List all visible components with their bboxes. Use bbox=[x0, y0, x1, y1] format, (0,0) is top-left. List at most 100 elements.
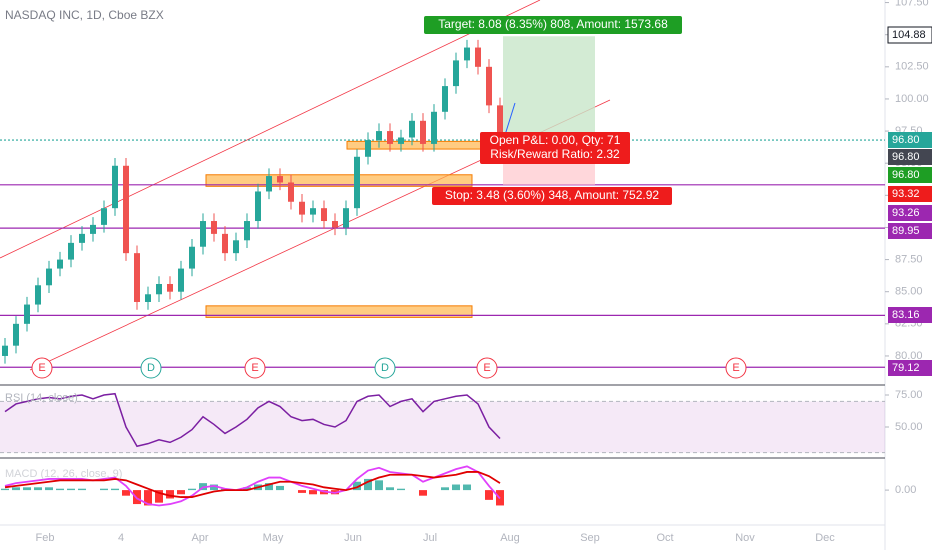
macd-bar bbox=[56, 488, 64, 491]
macd-bar bbox=[364, 478, 372, 491]
candle-body bbox=[35, 285, 41, 305]
candle-body bbox=[90, 224, 96, 234]
candle-body bbox=[134, 253, 140, 302]
price-badge bbox=[888, 307, 932, 323]
macd-bar bbox=[309, 490, 317, 495]
x-tick-label: 4 bbox=[118, 532, 124, 544]
candle-body bbox=[299, 201, 305, 215]
candle-body bbox=[365, 140, 371, 157]
candle-body bbox=[321, 208, 327, 222]
x-tick-label: Feb bbox=[36, 532, 55, 544]
candle-body bbox=[189, 246, 195, 269]
macd-bar bbox=[155, 490, 163, 503]
candle-body bbox=[398, 137, 404, 144]
macd-bar bbox=[463, 484, 471, 491]
candle-body bbox=[123, 165, 129, 254]
event-marker bbox=[140, 357, 162, 379]
event-marker bbox=[244, 357, 266, 379]
candle-body bbox=[497, 105, 503, 141]
candle-body bbox=[222, 233, 228, 254]
macd-bar bbox=[188, 488, 196, 491]
x-tick-label: Oct bbox=[656, 532, 673, 544]
candle-body bbox=[167, 283, 173, 292]
target-zone bbox=[503, 36, 595, 141]
candle-body bbox=[13, 323, 19, 346]
x-tick-label: May bbox=[263, 532, 284, 544]
event-label: E bbox=[38, 362, 45, 374]
macd-bar bbox=[166, 490, 174, 499]
zone bbox=[205, 305, 473, 318]
candle-body bbox=[79, 233, 85, 243]
price-badge-label: 79.12 bbox=[892, 362, 920, 374]
candle-body bbox=[453, 60, 459, 87]
rsi-band bbox=[0, 401, 885, 453]
candle-body bbox=[376, 131, 382, 141]
macd-bar bbox=[243, 487, 251, 491]
macd-bar bbox=[419, 490, 427, 496]
price-badge-label: 83.16 bbox=[892, 309, 920, 321]
macd-bar bbox=[122, 490, 130, 496]
y-tick-label: 107.50 bbox=[895, 0, 929, 8]
candle-body bbox=[233, 240, 239, 254]
chart-title: NASDAQ INC, 1D, Cboe BZX bbox=[5, 8, 164, 22]
candle-body bbox=[354, 156, 360, 209]
channel-line bbox=[0, 0, 541, 259]
macd-bar bbox=[144, 490, 152, 506]
price-badge bbox=[888, 167, 932, 183]
price-badge bbox=[888, 132, 932, 148]
event-label: D bbox=[147, 362, 155, 374]
candle-body bbox=[486, 66, 492, 106]
macd-bar bbox=[78, 488, 86, 491]
macd-bar bbox=[12, 487, 20, 491]
y-tick-label: 80.00 bbox=[895, 350, 923, 362]
x-tick-label: Sep bbox=[580, 532, 600, 544]
position-label: Open P&L: 0.00, Qty: 71 bbox=[490, 133, 621, 147]
label-box bbox=[424, 16, 682, 34]
price-badge bbox=[888, 186, 932, 202]
macd-bar bbox=[45, 487, 53, 491]
macd-bar bbox=[265, 483, 273, 491]
price-badge bbox=[888, 205, 932, 221]
event-label: D bbox=[381, 362, 389, 374]
zone bbox=[205, 174, 473, 187]
x-tick-label: Jul bbox=[423, 532, 437, 544]
event-label: E bbox=[732, 362, 739, 374]
candle-body bbox=[24, 304, 30, 324]
x-tick-label: Apr bbox=[191, 532, 208, 544]
macd-bar bbox=[100, 488, 108, 491]
macd-bar bbox=[441, 487, 449, 491]
macd-bar bbox=[353, 481, 361, 491]
macd-bar bbox=[177, 490, 185, 495]
macd-bar bbox=[34, 487, 42, 491]
price-badge-label: 96.80 bbox=[892, 169, 920, 181]
candle-body bbox=[475, 47, 481, 67]
candle-body bbox=[200, 221, 206, 247]
candle-body bbox=[464, 47, 470, 61]
x-tick-label: Dec bbox=[815, 532, 835, 544]
y-tick-label: 87.50 bbox=[895, 253, 923, 265]
macd-bar bbox=[210, 484, 218, 491]
y-tick-label: 102.50 bbox=[895, 61, 929, 73]
candle-body bbox=[310, 208, 316, 215]
price-badge-label: 89.95 bbox=[892, 225, 920, 237]
y-tick-label: 85.00 bbox=[895, 286, 923, 298]
macd-bar bbox=[298, 490, 306, 493]
candle-body bbox=[409, 120, 415, 138]
y-tick-label: 50.00 bbox=[895, 421, 923, 433]
macd-bar bbox=[397, 488, 405, 491]
macd-bar bbox=[23, 487, 31, 491]
price-badge-label: 104.88 bbox=[892, 29, 926, 41]
label-box bbox=[480, 132, 630, 150]
y-tick-label: 100.00 bbox=[895, 93, 929, 105]
label-box bbox=[480, 146, 630, 164]
y-tick-label: 75.00 bbox=[895, 389, 923, 401]
candle-body bbox=[101, 208, 107, 225]
candle-body bbox=[332, 221, 338, 228]
macd-bar bbox=[1, 488, 9, 491]
pane-title: MACD (12, 26, close, 9) bbox=[5, 468, 122, 480]
candle-body bbox=[57, 259, 63, 269]
position-label: Target: 8.08 (8.35%) 808, Amount: 1573.6… bbox=[438, 17, 668, 31]
candle-body bbox=[343, 208, 349, 228]
event-label: E bbox=[251, 362, 258, 374]
